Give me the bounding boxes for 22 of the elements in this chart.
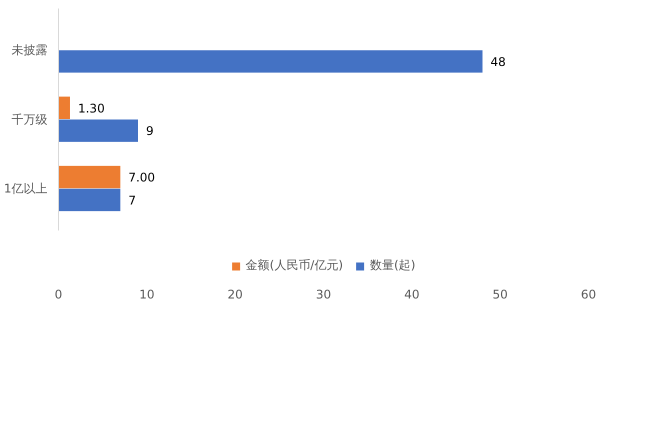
legend-label: 金额(人民币/亿元)	[246, 257, 344, 274]
y-tick-label: 1亿以上	[4, 182, 48, 196]
x-tick-label: 60	[580, 288, 596, 302]
x-tick-label: 10	[139, 288, 154, 302]
bar	[58, 96, 70, 120]
x-tick-label: 20	[228, 288, 243, 302]
data-label: 1.30	[78, 101, 105, 116]
data-label: 7	[128, 193, 136, 208]
bar	[58, 120, 138, 142]
legend-label: 数量(起)	[370, 257, 416, 274]
x-tick-label: 0	[54, 288, 62, 302]
bar	[58, 50, 482, 73]
data-label: 9	[146, 124, 154, 138]
x-tick-label: 40	[404, 288, 420, 302]
y-tick-label: 千万级	[12, 112, 48, 126]
x-tick-label: 30	[316, 288, 332, 302]
bar	[58, 188, 120, 212]
bar	[58, 166, 120, 188]
y-tick-label: 未披露	[12, 43, 48, 58]
x-tick-label: 50	[492, 288, 508, 302]
data-label: 48	[490, 54, 506, 69]
data-label: 7.00	[128, 170, 156, 185]
